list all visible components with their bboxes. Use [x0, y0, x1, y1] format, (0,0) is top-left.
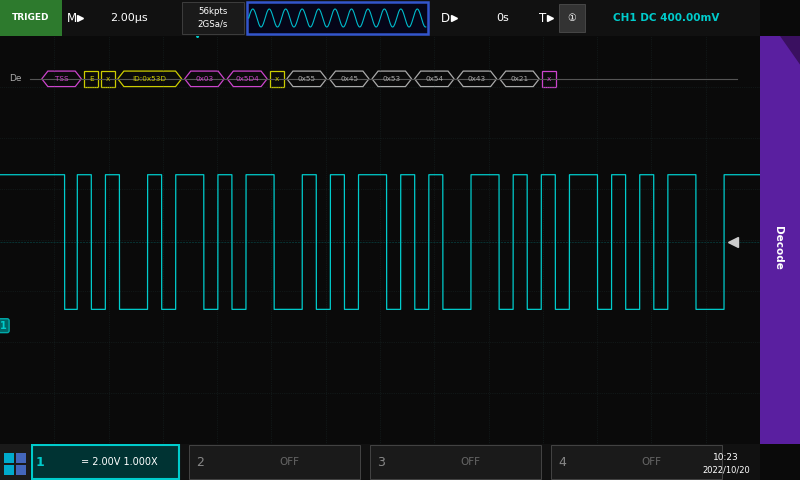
Text: 10:23: 10:23 — [714, 454, 739, 463]
Text: M: M — [66, 12, 77, 24]
Text: OFF: OFF — [279, 457, 299, 467]
Text: 4: 4 — [558, 456, 566, 468]
Bar — [84, 71, 98, 86]
Bar — [182, 2, 244, 34]
Text: OFF: OFF — [642, 457, 662, 467]
Text: = 2.00V 1.000X: = 2.00V 1.000X — [81, 457, 158, 467]
Text: 1: 1 — [35, 456, 44, 468]
Text: T: T — [538, 12, 546, 24]
Text: x: x — [106, 76, 110, 82]
Bar — [0, 0, 62, 36]
Text: 0s: 0s — [496, 13, 509, 23]
Text: 0x53: 0x53 — [382, 76, 401, 82]
Text: 0x43: 0x43 — [468, 76, 486, 82]
Text: 3: 3 — [377, 456, 385, 468]
Bar — [542, 71, 556, 86]
Text: 0x5D4: 0x5D4 — [235, 76, 259, 82]
Text: 2.00μs: 2.00μs — [110, 13, 148, 23]
Bar — [0, 444, 30, 480]
Text: D: D — [441, 12, 450, 24]
Text: Decode: Decode — [773, 226, 783, 270]
Text: x: x — [275, 76, 279, 82]
Text: E: E — [89, 76, 94, 82]
Text: x: x — [547, 76, 551, 82]
Bar — [189, 445, 360, 479]
Bar — [16, 465, 26, 475]
Text: 0x21: 0x21 — [510, 76, 529, 82]
Text: 2022/10/20: 2022/10/20 — [702, 466, 750, 475]
Text: TRIGED: TRIGED — [12, 13, 50, 23]
Text: 0x45: 0x45 — [340, 76, 358, 82]
Text: 0x54: 0x54 — [426, 76, 443, 82]
Bar — [270, 71, 284, 86]
Bar — [551, 445, 722, 479]
Bar — [16, 453, 26, 463]
Text: OFF: OFF — [461, 457, 481, 467]
Polygon shape — [780, 36, 800, 65]
Bar — [4, 453, 14, 463]
Text: ①: ① — [568, 13, 576, 23]
Bar — [559, 4, 585, 32]
Text: ID:0x53D: ID:0x53D — [133, 76, 166, 82]
Bar — [4, 465, 14, 475]
Bar — [370, 445, 541, 479]
Text: De: De — [9, 74, 22, 84]
Text: 56kpts: 56kpts — [198, 8, 227, 16]
Text: 2: 2 — [196, 456, 204, 468]
Text: 0x55: 0x55 — [298, 76, 316, 82]
Bar — [101, 71, 114, 86]
Bar — [32, 445, 179, 479]
Text: 2GSa/s: 2GSa/s — [198, 20, 228, 28]
Text: CH1 DC 400.00mV: CH1 DC 400.00mV — [614, 13, 720, 23]
Text: 0x03: 0x03 — [195, 76, 214, 82]
Text: TSS: TSS — [54, 76, 68, 82]
Bar — [246, 2, 428, 34]
Text: 1: 1 — [1, 321, 7, 331]
